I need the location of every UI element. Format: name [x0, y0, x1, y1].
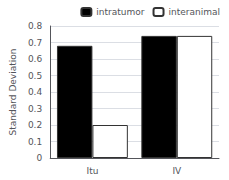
svg-text:intratumor: intratumor — [96, 7, 144, 17]
svg-text:0.3: 0.3 — [28, 104, 42, 114]
svg-text:0: 0 — [36, 153, 42, 163]
svg-text:IV: IV — [172, 166, 182, 176]
svg-text:0.1: 0.1 — [28, 137, 42, 147]
svg-text:Itu: Itu — [86, 166, 98, 176]
svg-text:0.7: 0.7 — [28, 38, 42, 48]
svg-text:interanimal: interanimal — [169, 7, 220, 17]
svg-text:0.2: 0.2 — [28, 120, 42, 130]
svg-text:0.5: 0.5 — [28, 71, 42, 81]
svg-text:0.4: 0.4 — [28, 87, 43, 97]
svg-text:0.8: 0.8 — [28, 21, 43, 31]
svg-text:0.6: 0.6 — [28, 54, 43, 64]
svg-text:Standard Deviation: Standard Deviation — [8, 49, 18, 136]
